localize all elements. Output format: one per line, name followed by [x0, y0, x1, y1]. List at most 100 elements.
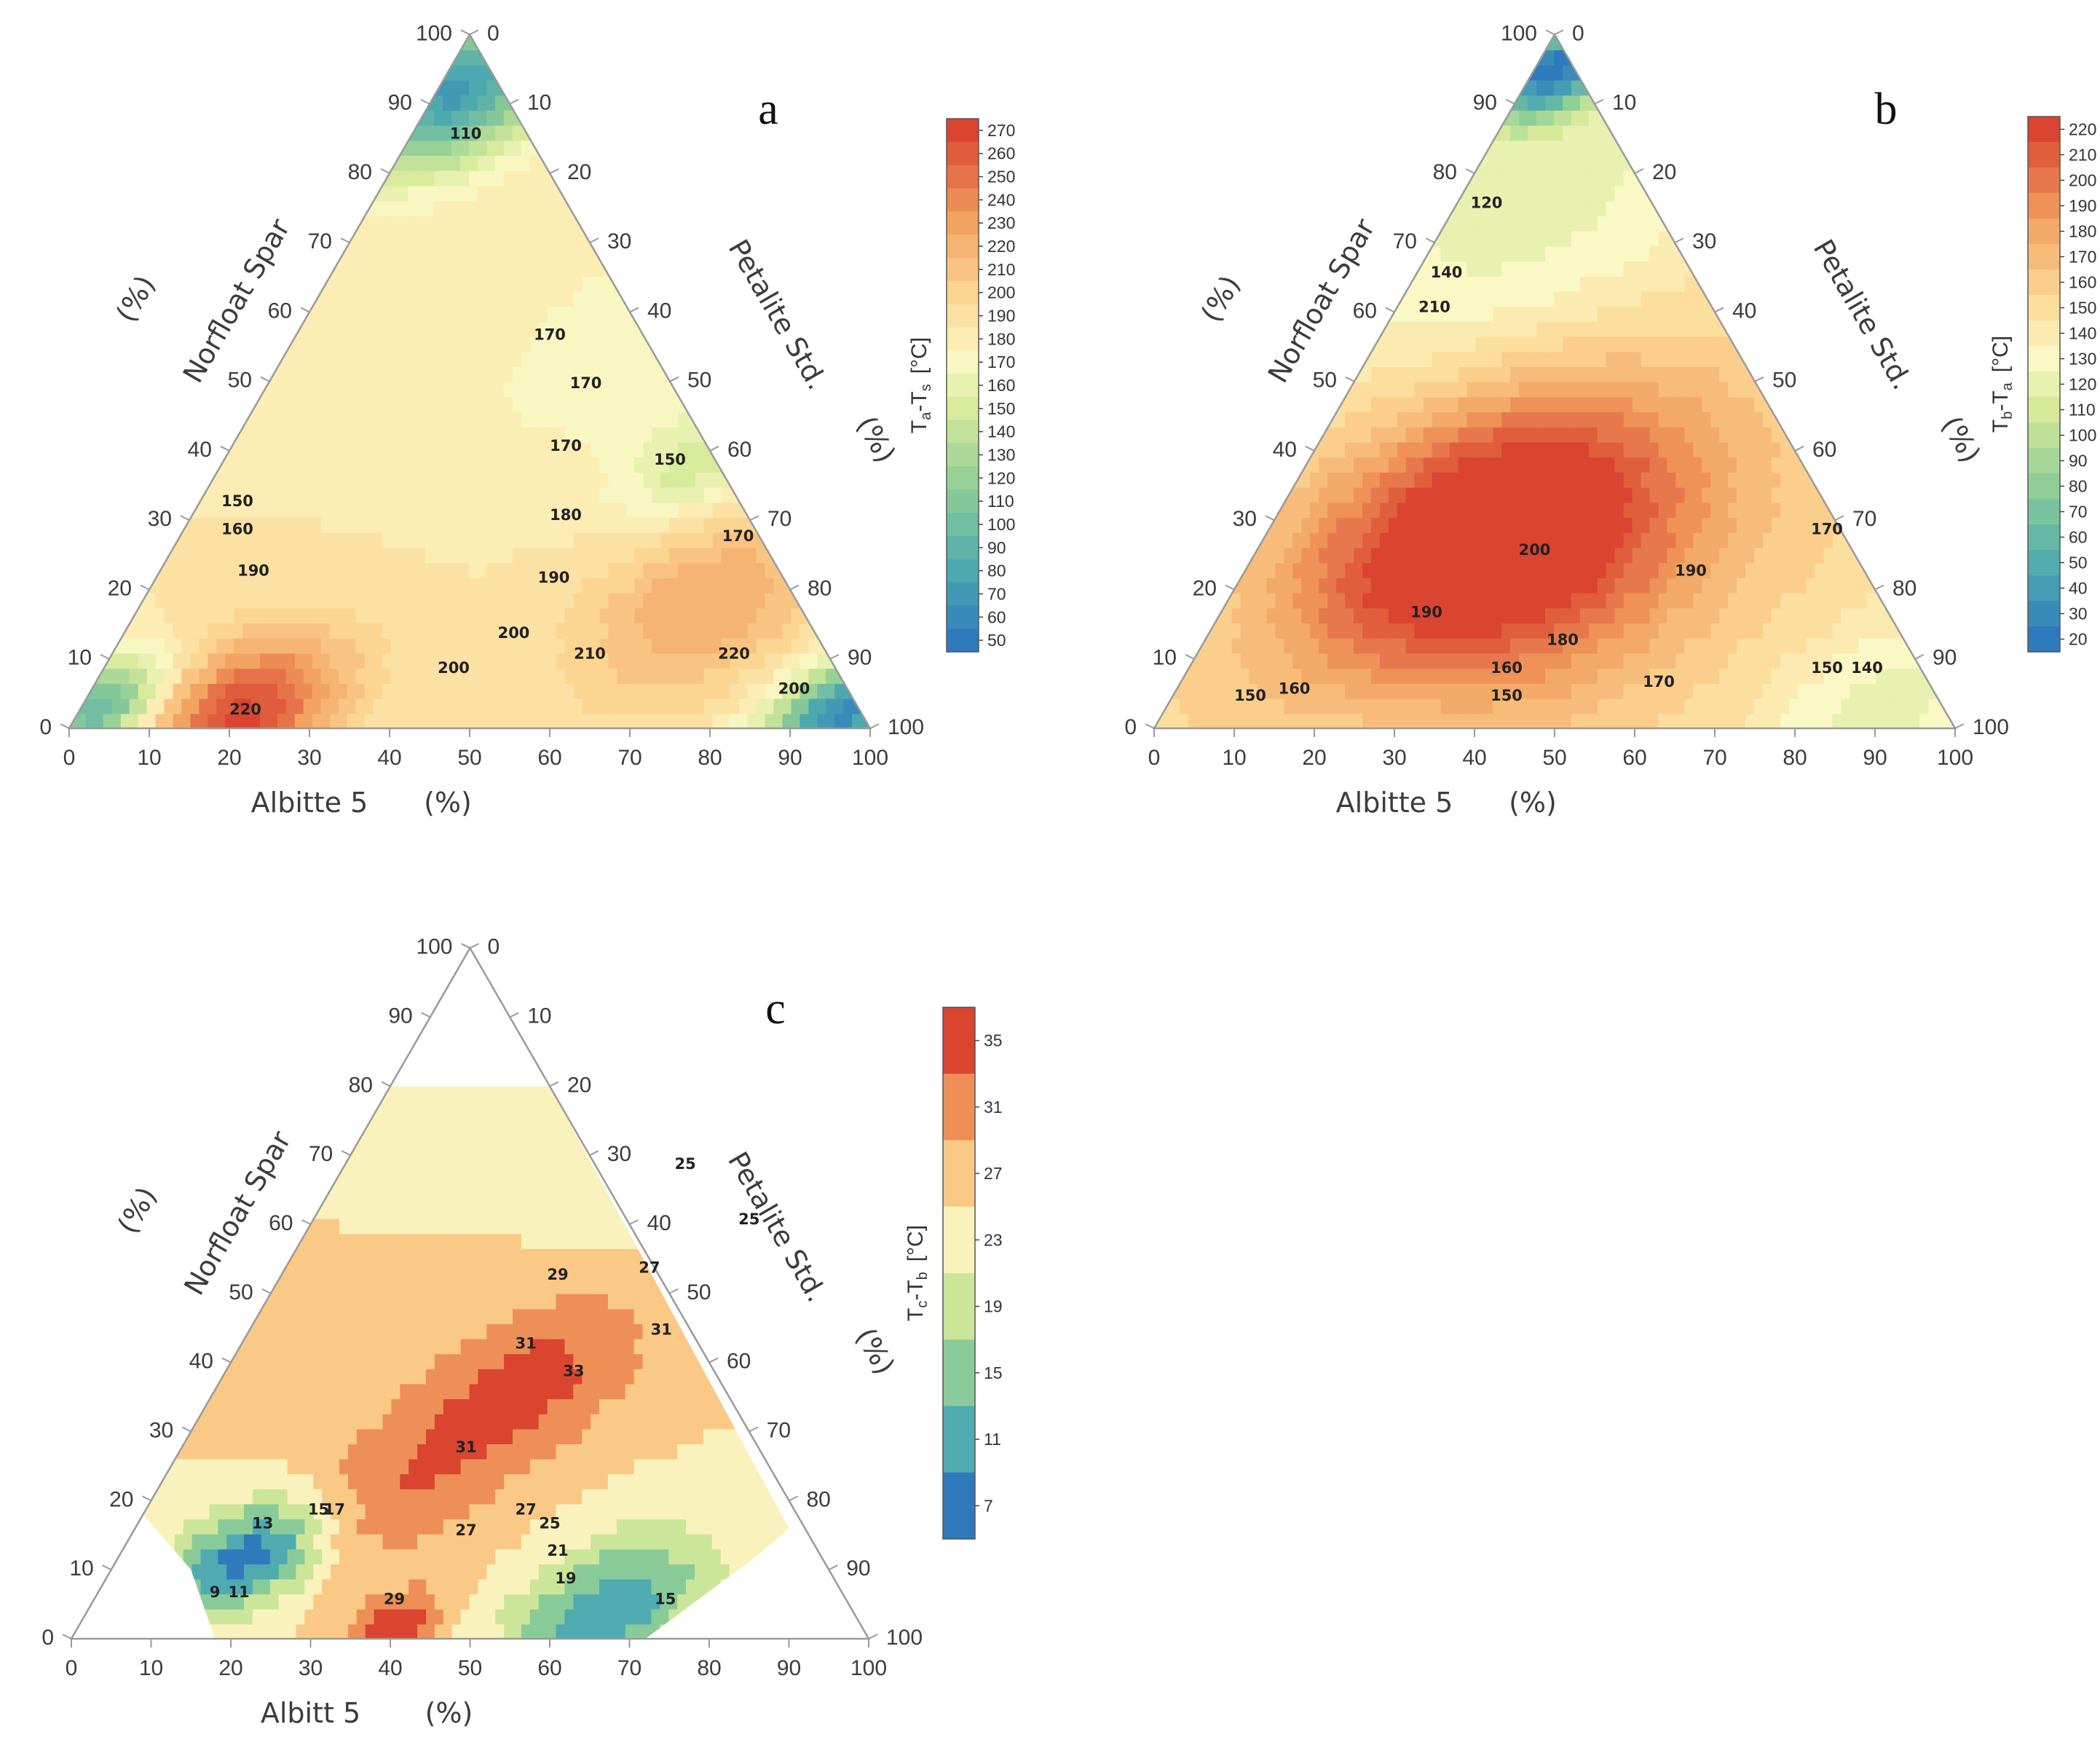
- contour-cell: [1336, 456, 1355, 473]
- contour-cell: [1588, 290, 1608, 307]
- contour-cell: [1519, 622, 1539, 639]
- contour-cell: [1388, 395, 1408, 413]
- contour-cell: [1667, 305, 1686, 322]
- contour-cell: [746, 1562, 766, 1580]
- contour-cell: [469, 260, 488, 277]
- colorbar-swatch: [2028, 168, 2060, 194]
- contour-cell: [190, 682, 210, 699]
- contour-cell: [1658, 380, 1678, 398]
- left-tick: [301, 1219, 311, 1225]
- left-tick-label: 40: [1273, 438, 1297, 462]
- contour-cell: [643, 471, 662, 488]
- contour-cell: [235, 1428, 254, 1444]
- contour-cell: [573, 320, 593, 337]
- contour-cell: [225, 501, 245, 519]
- contour-cell: [277, 471, 296, 488]
- contour-cell: [521, 1443, 540, 1460]
- contour-cell: [738, 576, 758, 594]
- contour-label: 220: [718, 645, 750, 663]
- contour-cell: [469, 1292, 489, 1310]
- contour-cell: [529, 184, 549, 202]
- contour-cell: [1641, 441, 1660, 458]
- contour-cell: [1902, 682, 1922, 699]
- contour-cell: [1440, 486, 1460, 503]
- contour-cell: [486, 109, 505, 126]
- contour-cell: [1170, 712, 1190, 728]
- contour-cell: [390, 366, 410, 382]
- contour-cell: [1641, 260, 1660, 277]
- contour-cell: [1632, 667, 1651, 684]
- contour-cell: [556, 1562, 575, 1580]
- contour-cell: [1719, 366, 1739, 382]
- contour-cell: [582, 637, 601, 654]
- colorbar-title-title-sub2: b: [915, 1272, 931, 1280]
- contour-cell: [512, 667, 532, 684]
- contour-cell: [97, 1608, 116, 1625]
- contour-cell: [443, 1398, 462, 1414]
- contour-cell: [1370, 366, 1390, 382]
- contour-cell: [1579, 486, 1599, 503]
- contour-cell: [521, 320, 540, 337]
- contour-cell: [1519, 682, 1539, 699]
- contour-cell: [1728, 712, 1747, 728]
- contour-cell: [304, 1307, 324, 1325]
- right-axis-unit: (%): [850, 411, 902, 468]
- contour-cell: [495, 1307, 514, 1325]
- right-tick: [629, 1219, 639, 1225]
- contour-cell: [1545, 607, 1564, 623]
- left-tick: [1505, 98, 1515, 105]
- contour-cell: [426, 1187, 445, 1205]
- left-tick: [461, 942, 470, 949]
- contour-cell: [174, 1532, 194, 1550]
- contour-cell: [1579, 214, 1599, 232]
- contour-cell: [1458, 637, 1477, 654]
- contour-cell: [426, 1127, 445, 1144]
- contour-cell: [1292, 682, 1312, 699]
- contour-cell: [146, 697, 166, 714]
- contour-cell: [443, 1007, 462, 1024]
- contour-cell: [399, 682, 419, 699]
- contour-cell: [1623, 320, 1643, 337]
- contour-cell: [800, 712, 819, 728]
- contour-cell: [529, 1398, 549, 1414]
- contour-cell: [1179, 697, 1199, 714]
- contour-cell: [244, 1562, 263, 1580]
- contour-cell: [686, 607, 706, 623]
- contour-cell: [400, 1142, 419, 1160]
- contour-cell: [678, 712, 697, 728]
- contour-cell: [1336, 697, 1355, 714]
- contour-cell: [1493, 637, 1512, 654]
- contour-cell: [556, 622, 575, 639]
- left-tick-label: 10: [1153, 646, 1177, 670]
- colorbar-swatch: [2028, 397, 2060, 423]
- contour-cell: [1458, 335, 1477, 353]
- contour-cell: [294, 591, 314, 609]
- contour-cell: [668, 1337, 688, 1355]
- contour-cell: [417, 1086, 436, 1099]
- contour-cell: [1440, 516, 1460, 533]
- contour-cell: [183, 1487, 202, 1505]
- left-tick: [420, 98, 430, 105]
- contour-cell: [756, 637, 775, 654]
- contour-cell: [225, 682, 245, 699]
- contour-cell: [425, 124, 445, 141]
- contour-cell: [329, 531, 349, 548]
- contour-cell: [1641, 712, 1660, 728]
- contour-cell: [200, 1518, 220, 1535]
- contour-cell: [1536, 622, 1555, 639]
- contour-cell: [399, 531, 419, 548]
- contour-cell: [582, 1428, 601, 1444]
- contour-cell: [1788, 667, 1808, 684]
- contour-label: 200: [778, 680, 810, 697]
- contour-cell: [1658, 320, 1678, 337]
- contour-cell: [1414, 320, 1434, 337]
- contour-cell: [1867, 712, 1887, 728]
- colorbar-swatch: [947, 420, 979, 444]
- contour-cell: [1536, 531, 1555, 548]
- contour-cell: [591, 1202, 609, 1219]
- contour-cell: [244, 1353, 263, 1369]
- contour-cell: [443, 425, 462, 443]
- contour-cell: [1501, 169, 1521, 186]
- right-tick-label: 100: [888, 715, 924, 739]
- contour-cell: [391, 1548, 411, 1564]
